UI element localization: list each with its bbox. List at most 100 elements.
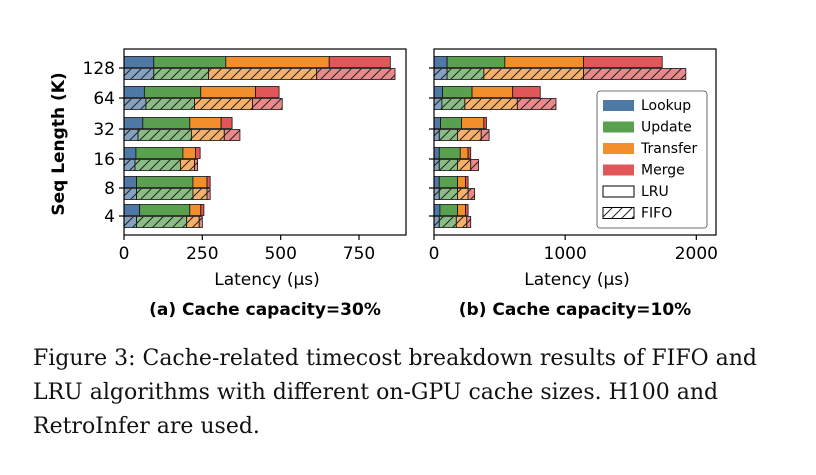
bar-lru-transfer-4k: [457, 204, 466, 216]
bar-hatch-merge-64k: [517, 98, 556, 110]
bar-hatch-update-128k: [447, 68, 484, 80]
y-tick-label: 128: [83, 59, 115, 79]
bar-hatch-transfer-32k: [191, 129, 225, 141]
x-tick-label: 1000: [544, 244, 587, 264]
bar-lru-merge-4k: [465, 204, 469, 216]
y-tick-label: 16: [93, 150, 115, 170]
bar-hatch-merge-8k: [468, 188, 475, 200]
bar-lru-merge-128k: [328, 56, 391, 68]
bar-lru-transfer-64k: [471, 86, 514, 98]
bar-lru-transfer-64k: [200, 86, 256, 98]
y-axis-label: Seq Length (K): [49, 72, 69, 215]
bar-lru-update-16k: [438, 147, 461, 159]
bar-hatch-lookup-16k: [434, 159, 440, 171]
bar-hatch-merge-16k: [470, 159, 479, 171]
legend-label: Transfer: [640, 141, 698, 157]
bar-lru-transfer-32k: [189, 117, 222, 129]
bar-lru-update-4k: [439, 204, 459, 216]
x-tick-label: 0: [429, 244, 440, 264]
bar-lru-lookup-4k: [433, 204, 441, 216]
bar-hatch-update-64k: [441, 98, 465, 110]
bar-hatch-merge-4k: [199, 216, 203, 228]
legend-item-merge: Merge: [603, 163, 685, 179]
bar-hatch-update-64k: [145, 98, 195, 110]
bar-hatch-lookup-128k: [124, 68, 154, 80]
plot-frame: [123, 48, 407, 236]
bar-lru-transfer-128k: [225, 56, 330, 68]
bar-lru-merge-8k: [206, 176, 211, 188]
legend: Lookup Update Transfer Merge LRU FIFO: [596, 90, 708, 229]
bar-hatch-merge-64k: [252, 98, 283, 110]
bar-lru-lookup-32k: [123, 117, 144, 129]
bar-hatch-update-32k: [439, 129, 458, 141]
bar-hatch-merge-4k: [466, 216, 471, 228]
panel-subtitle: (a) Cache capacity=30%: [149, 300, 381, 320]
bar-lru-transfer-16k: [459, 147, 469, 159]
bar-lru-transfer-4k: [189, 204, 202, 216]
bar-hatch-update-16k: [439, 159, 458, 171]
bar-hatch-merge-128k: [583, 68, 686, 80]
chart-panel-b: 0 1000 2000 Latency (μs) (b) Cache capacity=…: [429, 48, 718, 320]
bar-hatch-transfer-64k: [464, 98, 518, 110]
bar-hatch-update-4k: [439, 216, 457, 228]
legend-swatch-transfer: [603, 143, 634, 154]
legend-label: LRU: [641, 184, 669, 200]
bar-lru-update-8k: [438, 176, 459, 188]
bar-lru-lookup-16k: [123, 147, 137, 159]
legend-swatch-lru: [602, 185, 635, 198]
bar-lru-lookup-8k: [433, 176, 440, 188]
bar-lru-merge-4k: [200, 204, 205, 216]
x-tick-label: 0: [119, 244, 130, 264]
bar-hatch-update-128k: [153, 68, 209, 80]
bar-lru-lookup-32k: [433, 117, 441, 129]
bar-lru-update-4k: [139, 204, 191, 216]
bar-hatch-transfer-64k: [194, 98, 253, 110]
bar-lru-update-8k: [136, 176, 194, 188]
panel-subtitle: (b) Cache capacity=10%: [459, 300, 691, 320]
bar-lru-transfer-8k: [457, 176, 466, 188]
bar-hatch-update-32k: [138, 129, 192, 141]
bar-hatch-transfer-128k: [483, 68, 584, 80]
bar-lru-update-16k: [135, 147, 184, 159]
x-tick-label: 750: [343, 244, 375, 264]
bar-lru-update-64k: [442, 86, 473, 98]
legend-item-fifo: FIFO: [602, 206, 672, 222]
bar-hatch-transfer-16k: [180, 159, 195, 171]
x-tick-label: 2000: [675, 244, 718, 264]
bar-lru-merge-16k: [195, 147, 201, 159]
bar-hatch-transfer-128k: [208, 68, 317, 80]
bar-hatch-transfer-4k: [456, 216, 467, 228]
bar-hatch-merge-128k: [316, 68, 396, 80]
legend-label: Update: [641, 120, 692, 136]
bar-hatch-merge-16k: [194, 159, 198, 171]
bar-lru-merge-16k: [467, 147, 472, 159]
bar-hatch-lookup-4k: [434, 216, 440, 228]
bar-hatch-lookup-16k: [124, 159, 135, 171]
bar-lru-update-64k: [143, 86, 202, 98]
legend-label: Lookup: [641, 98, 691, 114]
legend-swatch-hatch: [603, 207, 634, 219]
bar-hatch-lookup-8k: [434, 188, 440, 200]
bar-hatch-lookup-32k: [434, 129, 440, 141]
x-axis-label: Latency (μs): [524, 270, 630, 290]
legend-item-lookup: Lookup: [603, 98, 691, 114]
x-axis-label: Latency (μs): [214, 270, 320, 290]
y-tick-label: 8: [104, 179, 115, 199]
legend-swatch-merge: [603, 164, 634, 176]
bar-hatch-lookup-64k: [434, 98, 442, 110]
bar-lru-lookup-128k: [123, 56, 155, 68]
bar-hatch-merge-32k: [224, 129, 240, 141]
figure-caption: Figure 3: Cache-related timecost breakdo…: [33, 346, 757, 439]
legend-label: Merge: [641, 163, 685, 179]
bar-hatch-transfer-32k: [457, 129, 482, 141]
chart-panel-a: 4 8 16 32 64 128 0 250 500 750 Latency (μs) (a) Cac…: [49, 48, 407, 320]
plot-frame: [433, 48, 717, 236]
bar-lru-transfer-16k: [182, 147, 196, 159]
bar-lru-update-128k: [153, 56, 227, 68]
bar-lru-lookup-64k: [433, 86, 443, 98]
bar-lru-lookup-16k: [433, 147, 440, 159]
bar-hatch-transfer-16k: [457, 159, 471, 171]
bar-hatch-update-16k: [134, 159, 181, 171]
bar-lru-transfer-128k: [504, 56, 584, 68]
legend-item-lru: LRU: [602, 184, 669, 200]
